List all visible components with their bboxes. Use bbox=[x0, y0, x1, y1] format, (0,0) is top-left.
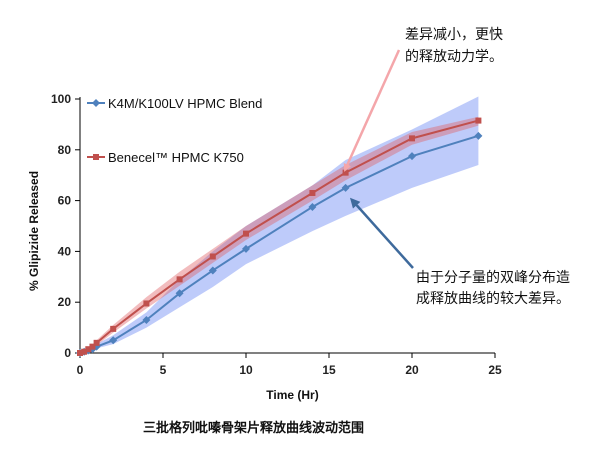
data-point-series-1 bbox=[109, 336, 118, 345]
y-tick-label: 0 bbox=[64, 346, 71, 360]
x-axis-title: Time (Hr) bbox=[266, 388, 318, 402]
data-point-series-1 bbox=[474, 131, 483, 140]
x-tick-label: 20 bbox=[405, 363, 419, 377]
figure-caption: 三批格列吡嗪骨架片释放曲线波动范围 bbox=[143, 420, 364, 436]
data-point-series-2 bbox=[93, 339, 100, 346]
y-tick-label: 60 bbox=[58, 194, 72, 208]
axes: 0 20 40 60 80 100 0 5 10 15 20 25 Time (Hr) % Glipizi… bbox=[27, 92, 502, 402]
x-tick-label: 5 bbox=[160, 363, 167, 377]
data-point-series-1 bbox=[142, 315, 151, 324]
y-tick-label: 100 bbox=[51, 92, 71, 106]
data-point-series-1 bbox=[341, 183, 350, 192]
band-series-1 bbox=[80, 96, 479, 354]
pink-arrow bbox=[343, 49, 401, 172]
data-point-series-2 bbox=[143, 300, 150, 307]
legend-marker-2 bbox=[93, 154, 99, 160]
variability-bands bbox=[80, 96, 479, 354]
y-tick-label: 20 bbox=[58, 295, 72, 309]
right-note-line2: 成释放曲线的较大差异。 bbox=[416, 291, 570, 307]
data-point-series-1 bbox=[175, 289, 184, 298]
legend: K4M/K100LV HPMC Blend Benecel™ HPMC K750 bbox=[87, 96, 262, 165]
data-point-series-2 bbox=[176, 276, 183, 283]
x-tick-label: 10 bbox=[239, 363, 253, 377]
data-point-series-2 bbox=[81, 348, 88, 355]
y-axis-title: % Glipizide Released bbox=[27, 171, 41, 291]
data-point-series-2 bbox=[85, 346, 92, 353]
legend-label-1: K4M/K100LV HPMC Blend bbox=[108, 96, 262, 111]
data-point-series-2 bbox=[77, 350, 83, 356]
legend-label-2: Benecel™ HPMC K750 bbox=[108, 150, 244, 165]
x-tick-label: 25 bbox=[488, 363, 502, 377]
data-point-series-2 bbox=[243, 230, 249, 237]
data-point-series-1 bbox=[242, 244, 250, 253]
y-tick-label: 40 bbox=[58, 244, 72, 258]
data-point-series-2 bbox=[110, 325, 117, 332]
data-point-series-1 bbox=[408, 152, 416, 161]
series-lines bbox=[76, 117, 483, 357]
top-note-line2: 的释放动力学。 bbox=[405, 49, 503, 65]
data-point-series-2 bbox=[309, 189, 316, 196]
data-point-series-1 bbox=[208, 266, 217, 275]
data-point-series-2 bbox=[89, 343, 96, 350]
blue-arrow bbox=[349, 197, 414, 269]
top-note-line1: 差异减小，更快 bbox=[405, 27, 503, 43]
data-point-series-2 bbox=[475, 117, 482, 124]
annotations: 差异减小，更快 的释放动力学。 由于分子量的双峰分布造 成释放曲线的较大差异。 … bbox=[143, 27, 570, 436]
y-tick-label: 80 bbox=[58, 143, 72, 157]
x-tick-label: 0 bbox=[77, 363, 84, 377]
data-point-series-2 bbox=[209, 253, 216, 260]
right-note-line1: 由于分子量的双峰分布造 bbox=[416, 270, 570, 286]
data-point-series-1 bbox=[308, 202, 317, 211]
legend-marker-1 bbox=[92, 99, 100, 107]
data-point-series-2 bbox=[342, 169, 349, 176]
data-point-series-2 bbox=[409, 135, 415, 142]
x-tick-label: 15 bbox=[322, 363, 336, 377]
